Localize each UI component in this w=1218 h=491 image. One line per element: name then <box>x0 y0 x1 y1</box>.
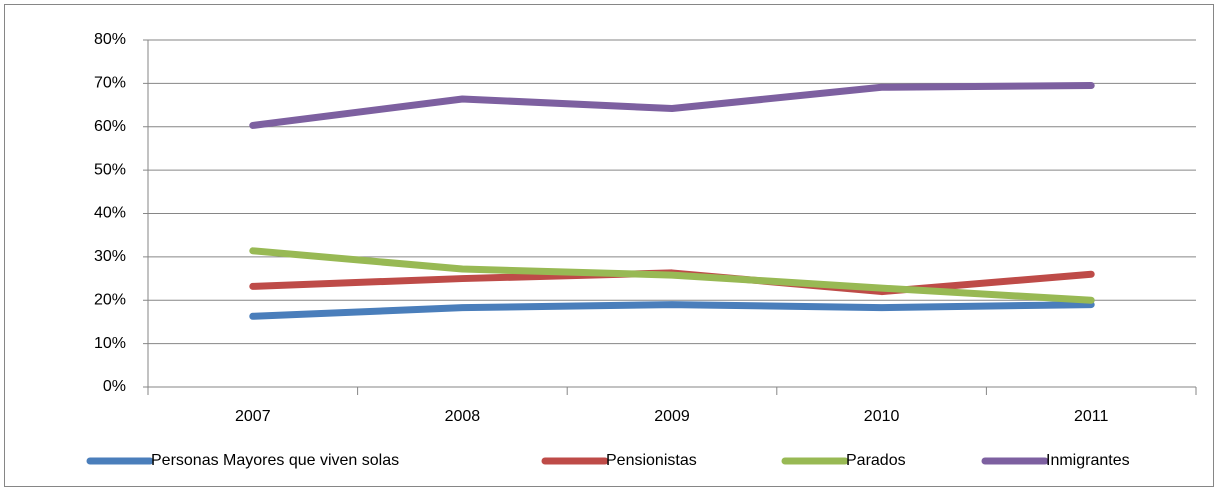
chart-border <box>4 4 1214 487</box>
x-tick-label: 2009 <box>654 408 690 425</box>
legend-label: Personas Mayores que viven solas <box>151 452 399 469</box>
series-line <box>249 82 1095 129</box>
x-tick-label: 2011 <box>1074 408 1109 425</box>
y-tick-label: 0% <box>103 378 126 395</box>
x-tick-label: 2010 <box>864 408 900 425</box>
y-tick-label: 40% <box>94 205 126 222</box>
y-tick-label: 70% <box>94 75 126 92</box>
x-tick-label: 2008 <box>445 408 481 425</box>
y-tick-label: 80% <box>94 31 126 48</box>
y-tick-label: 30% <box>94 248 126 265</box>
y-tick-label: 50% <box>94 161 126 178</box>
series-line <box>249 301 1095 320</box>
y-tick-label: 60% <box>94 118 126 135</box>
x-tick-label: 2007 <box>235 408 271 425</box>
legend-label: Parados <box>846 452 906 469</box>
y-tick-label: 20% <box>94 291 126 308</box>
legend-label: Pensionistas <box>606 452 697 469</box>
series-line <box>249 247 1095 304</box>
y-tick-label: 10% <box>94 335 126 352</box>
legend-label: Inmigrantes <box>1046 452 1130 469</box>
